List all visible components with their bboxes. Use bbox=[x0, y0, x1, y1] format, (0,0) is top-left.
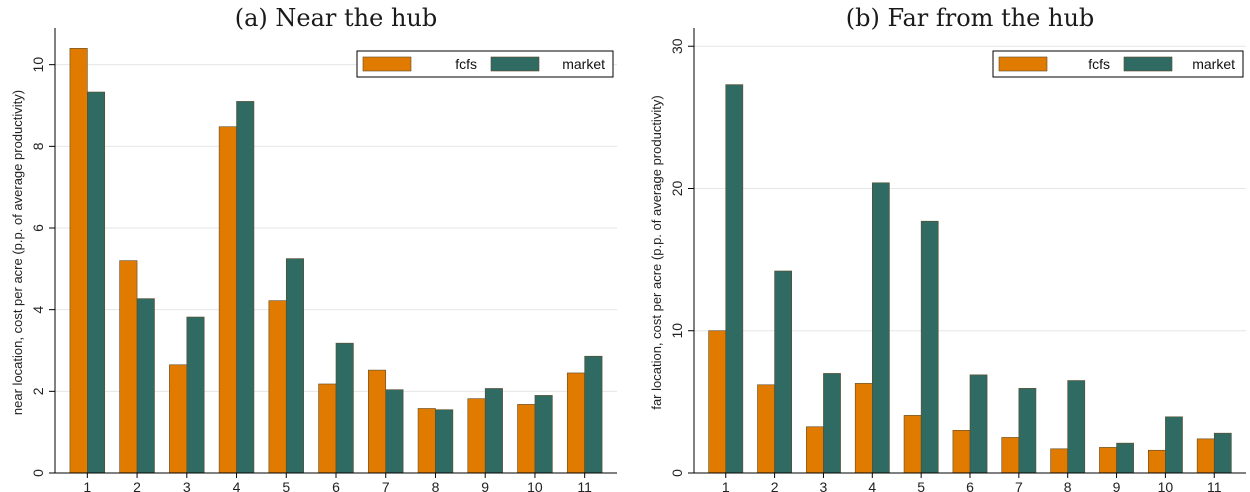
x-tick-label: 7 bbox=[382, 479, 390, 492]
bar-market-9 bbox=[484, 388, 503, 474]
bar-market-3 bbox=[186, 316, 205, 474]
legend: fcfs market bbox=[992, 50, 1244, 78]
bar-market-10 bbox=[1165, 416, 1183, 474]
bar-market-7 bbox=[1018, 388, 1037, 474]
bar-market-2 bbox=[136, 298, 155, 474]
bar-market-2 bbox=[774, 270, 792, 474]
bar-fcfs-5 bbox=[268, 300, 287, 474]
legend-swatch-fcfs bbox=[362, 56, 412, 72]
x-tick-label: 1 bbox=[722, 479, 730, 492]
chart-panel-2: (b) Far from the hub 0 10 20 30 1 2 3 4 5 6 7 8 9 10 11… bbox=[649, 4, 1246, 492]
bar-market-10 bbox=[534, 395, 553, 474]
y-tick-label: 10 bbox=[669, 323, 685, 339]
bar-fcfs-9 bbox=[467, 398, 486, 474]
legend-box bbox=[992, 50, 1244, 78]
bar-market-1 bbox=[87, 91, 106, 474]
legend-swatch-market bbox=[490, 56, 540, 72]
bar-fcfs-1 bbox=[708, 330, 727, 474]
x-tick-label: 5 bbox=[282, 479, 290, 492]
x-tick-label: 4 bbox=[233, 479, 241, 492]
legend-label-fcfs: fcfs bbox=[1088, 56, 1110, 72]
y-tick-label: 2 bbox=[30, 387, 46, 395]
bar-fcfs-8 bbox=[1050, 448, 1068, 474]
bar-market-4 bbox=[872, 182, 890, 474]
legend: fcfs market bbox=[356, 50, 614, 78]
y-tick-label: 20 bbox=[669, 180, 685, 196]
y-axis-label: near location, cost per acre (p.p. of av… bbox=[10, 90, 25, 415]
legend-label-market: market bbox=[1192, 56, 1235, 72]
x-tick-label: 6 bbox=[332, 479, 340, 492]
x-tick-label: 7 bbox=[1015, 479, 1023, 492]
chart-title: (b) Far from the hub bbox=[846, 4, 1095, 32]
bar-fcfs-2 bbox=[757, 384, 775, 474]
bar-market-4 bbox=[236, 101, 255, 474]
bar-fcfs-7 bbox=[368, 369, 387, 474]
bar-fcfs-7 bbox=[1001, 437, 1020, 474]
y-tick-label: 30 bbox=[669, 38, 685, 54]
x-tick-label: 2 bbox=[771, 479, 779, 492]
bar-market-9 bbox=[1116, 442, 1134, 474]
x-tick-label: 1 bbox=[83, 479, 91, 492]
bar-fcfs-11 bbox=[566, 372, 585, 474]
x-tick-label: 2 bbox=[133, 479, 141, 492]
x-tick-label: 6 bbox=[966, 479, 974, 492]
y-tick-label: 10 bbox=[30, 57, 46, 73]
chart-title: (a) Near the hub bbox=[235, 4, 438, 32]
bar-fcfs-8 bbox=[417, 408, 436, 474]
bar-fcfs-4 bbox=[218, 126, 237, 474]
bar-market-5 bbox=[920, 220, 939, 474]
bar-market-1 bbox=[725, 84, 744, 474]
x-tick-label: 8 bbox=[432, 479, 440, 492]
y-tick-label: 0 bbox=[669, 469, 685, 477]
bar-fcfs-1 bbox=[69, 48, 88, 474]
x-tick-label: 3 bbox=[820, 479, 828, 492]
bar-fcfs-11 bbox=[1196, 438, 1215, 474]
y-tick-label: 6 bbox=[30, 224, 46, 232]
bar-fcfs-6 bbox=[952, 430, 971, 474]
bar-fcfs-10 bbox=[1148, 449, 1166, 474]
y-tick-label: 8 bbox=[30, 142, 46, 150]
legend-label-fcfs: fcfs bbox=[455, 56, 477, 72]
x-tick-label: 9 bbox=[481, 479, 489, 492]
x-tick-label: 11 bbox=[577, 479, 592, 492]
x-tick-label: 11 bbox=[1207, 479, 1222, 492]
bar-fcfs-9 bbox=[1099, 447, 1117, 474]
bar-market-8 bbox=[1067, 380, 1086, 474]
bar-market-11 bbox=[584, 355, 603, 474]
bar-fcfs-10 bbox=[517, 404, 536, 474]
x-tick-label: 3 bbox=[183, 479, 191, 492]
bar-fcfs-4 bbox=[854, 383, 873, 474]
bar-market-11 bbox=[1213, 432, 1232, 474]
legend-swatch-market bbox=[1123, 56, 1173, 72]
bar-market-3 bbox=[823, 373, 841, 474]
y-axis-label: far location, cost per acre (p.p. of ave… bbox=[649, 95, 664, 409]
x-tick-label: 8 bbox=[1064, 479, 1072, 492]
x-tick-label: 10 bbox=[527, 479, 543, 492]
x-tick-label: 5 bbox=[917, 479, 925, 492]
bar-market-7 bbox=[385, 389, 404, 474]
bar-market-6 bbox=[335, 342, 354, 474]
bar-fcfs-3 bbox=[806, 426, 824, 474]
legend-swatch-fcfs bbox=[998, 56, 1048, 72]
x-tick-label: 9 bbox=[1113, 479, 1121, 492]
y-tick-label: 4 bbox=[30, 306, 46, 314]
bar-fcfs-6 bbox=[318, 383, 337, 474]
x-tick-label: 10 bbox=[1158, 479, 1174, 492]
y-tick-label: 0 bbox=[30, 469, 46, 477]
bar-fcfs-3 bbox=[169, 364, 188, 474]
bar-market-6 bbox=[969, 374, 988, 474]
bar-fcfs-2 bbox=[119, 260, 138, 474]
bar-market-5 bbox=[285, 258, 304, 474]
bar-market-8 bbox=[435, 409, 454, 474]
legend-label-market: market bbox=[562, 56, 605, 72]
x-tick-label: 4 bbox=[868, 479, 876, 492]
bar-fcfs-5 bbox=[903, 415, 922, 474]
